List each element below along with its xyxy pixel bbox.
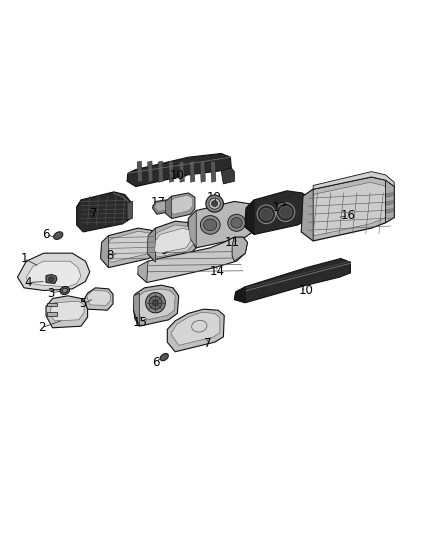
Polygon shape xyxy=(134,293,139,326)
Polygon shape xyxy=(50,301,84,321)
Ellipse shape xyxy=(279,206,292,218)
Polygon shape xyxy=(232,237,247,261)
Text: 14: 14 xyxy=(209,265,224,278)
Polygon shape xyxy=(386,192,393,197)
Ellipse shape xyxy=(63,288,67,293)
Polygon shape xyxy=(167,309,224,352)
Text: 7: 7 xyxy=(90,207,98,220)
Polygon shape xyxy=(313,172,394,189)
Text: 5: 5 xyxy=(80,297,87,310)
Polygon shape xyxy=(171,312,220,345)
Text: 11: 11 xyxy=(225,236,240,249)
Text: 15: 15 xyxy=(133,316,148,329)
Polygon shape xyxy=(77,192,131,232)
Ellipse shape xyxy=(153,300,158,305)
Polygon shape xyxy=(138,237,247,282)
Polygon shape xyxy=(127,201,133,220)
Polygon shape xyxy=(234,287,245,303)
Polygon shape xyxy=(147,221,197,262)
Ellipse shape xyxy=(231,217,242,228)
Polygon shape xyxy=(188,211,196,248)
Ellipse shape xyxy=(53,232,63,239)
Polygon shape xyxy=(105,231,154,262)
Ellipse shape xyxy=(149,296,162,309)
Polygon shape xyxy=(166,193,195,219)
Polygon shape xyxy=(221,168,234,184)
Ellipse shape xyxy=(60,286,70,295)
Polygon shape xyxy=(127,154,231,187)
Text: 2: 2 xyxy=(38,321,46,334)
Polygon shape xyxy=(386,200,393,205)
Text: 7: 7 xyxy=(204,337,212,350)
Polygon shape xyxy=(154,201,171,212)
Polygon shape xyxy=(138,261,148,282)
Polygon shape xyxy=(187,201,256,248)
Text: 4: 4 xyxy=(25,276,32,289)
Polygon shape xyxy=(137,161,142,182)
Polygon shape xyxy=(101,236,109,268)
Polygon shape xyxy=(47,303,57,306)
Polygon shape xyxy=(211,161,216,182)
Polygon shape xyxy=(244,191,310,235)
Ellipse shape xyxy=(200,216,220,235)
Ellipse shape xyxy=(228,214,245,231)
Polygon shape xyxy=(385,180,394,223)
Text: 13: 13 xyxy=(273,201,288,214)
Polygon shape xyxy=(245,200,254,235)
Text: 6: 6 xyxy=(42,228,50,241)
Text: 9: 9 xyxy=(160,244,168,257)
Text: 19: 19 xyxy=(207,191,222,204)
Ellipse shape xyxy=(160,353,168,361)
Polygon shape xyxy=(166,196,172,219)
Polygon shape xyxy=(301,177,394,241)
Ellipse shape xyxy=(260,208,272,220)
Polygon shape xyxy=(152,200,173,214)
Text: 1: 1 xyxy=(20,252,28,265)
Text: 18: 18 xyxy=(172,197,187,210)
Polygon shape xyxy=(134,285,179,326)
Ellipse shape xyxy=(212,200,218,207)
Text: 10: 10 xyxy=(299,284,314,297)
Polygon shape xyxy=(169,195,193,214)
Polygon shape xyxy=(18,253,90,290)
Text: 6: 6 xyxy=(152,356,159,369)
Polygon shape xyxy=(47,312,57,316)
Polygon shape xyxy=(87,290,110,305)
Polygon shape xyxy=(152,225,194,257)
Ellipse shape xyxy=(209,198,220,209)
Polygon shape xyxy=(158,161,163,182)
Polygon shape xyxy=(147,228,155,262)
Text: 8: 8 xyxy=(106,249,113,262)
Ellipse shape xyxy=(49,277,54,282)
Text: 16: 16 xyxy=(341,209,356,222)
Polygon shape xyxy=(46,274,57,284)
Polygon shape xyxy=(137,289,175,321)
Polygon shape xyxy=(26,261,81,287)
Polygon shape xyxy=(386,208,393,213)
Polygon shape xyxy=(179,161,184,182)
Polygon shape xyxy=(148,161,153,182)
Polygon shape xyxy=(190,161,195,182)
Text: 17: 17 xyxy=(150,196,165,209)
Polygon shape xyxy=(234,259,350,303)
Polygon shape xyxy=(169,161,174,182)
Text: 3: 3 xyxy=(47,287,54,300)
Polygon shape xyxy=(155,228,191,253)
Polygon shape xyxy=(46,296,88,328)
Polygon shape xyxy=(301,189,313,241)
Ellipse shape xyxy=(204,219,217,231)
Polygon shape xyxy=(101,228,158,268)
Polygon shape xyxy=(306,182,392,236)
Ellipse shape xyxy=(145,293,165,313)
Polygon shape xyxy=(84,288,113,310)
Polygon shape xyxy=(200,161,205,182)
Text: 10: 10 xyxy=(170,169,185,182)
Ellipse shape xyxy=(206,195,223,212)
